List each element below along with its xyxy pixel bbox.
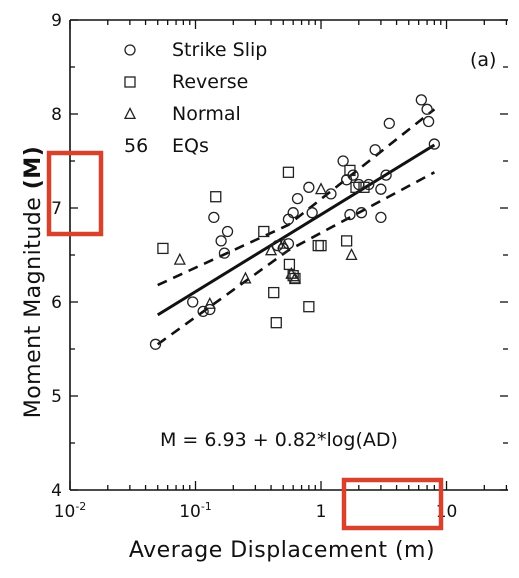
circle-point — [375, 211, 387, 224]
y-tick-label: 9 — [51, 11, 62, 31]
square-point — [258, 225, 270, 238]
y-tick-label: 7 — [51, 199, 62, 219]
circle-point — [375, 183, 387, 195]
y-tick-label: 8 — [51, 105, 62, 125]
legend-triangle-marker — [123, 107, 137, 120]
regression-line-group — [156, 143, 436, 317]
square-point — [282, 166, 295, 178]
square-point — [358, 181, 370, 193]
y-tick-label: 6 — [51, 293, 62, 313]
circle-point — [221, 225, 234, 238]
legend-count-number: 56 — [124, 135, 148, 157]
data-points — [149, 94, 441, 350]
triangle-point — [285, 266, 298, 279]
circle-point — [428, 138, 441, 150]
circle-point — [204, 303, 216, 316]
circle-point — [208, 211, 220, 224]
x-tick-label: 1 — [316, 502, 327, 522]
circle-point — [282, 213, 295, 225]
circle-point — [355, 207, 368, 219]
square-point — [350, 181, 362, 193]
circle-point — [187, 296, 199, 308]
circle-point — [344, 208, 356, 221]
triangle-point — [265, 243, 278, 256]
square-point — [157, 242, 169, 255]
circle-point — [303, 181, 315, 193]
panel-label: (a) — [470, 49, 496, 71]
highlight-annotations — [46, 150, 444, 531]
circle-point — [369, 144, 381, 156]
square-point — [268, 286, 280, 299]
circle-point — [383, 117, 395, 130]
y-axis-title-main: Moment Magnitude — [21, 189, 46, 418]
y-highlight-box — [46, 150, 104, 237]
circle-point — [415, 94, 427, 106]
legend-label: Reverse — [172, 71, 248, 93]
square-point — [315, 239, 327, 252]
triangle-point — [345, 248, 358, 261]
square-point — [270, 317, 282, 329]
circle-point — [421, 103, 433, 115]
triangle-point — [239, 271, 252, 284]
circle-point — [215, 235, 227, 247]
circle-point — [380, 169, 392, 181]
circle-point — [287, 207, 299, 219]
legend: Strike Slip Reverse Normal 56 EQs — [123, 39, 267, 157]
regression-line — [156, 143, 436, 317]
circle-point — [149, 338, 162, 350]
circle-point — [197, 305, 209, 318]
square-point — [312, 239, 324, 252]
y-tick-label: 4 — [51, 481, 62, 501]
legend-count-label: EQs — [172, 135, 209, 157]
triangle-point — [203, 296, 216, 309]
y-axis-title: Moment Magnitude (M) — [21, 146, 46, 419]
x-highlight-box — [341, 477, 444, 531]
circle-point — [306, 207, 318, 219]
y-axis-title-symbol: (M) — [21, 146, 46, 190]
square-point — [344, 164, 356, 177]
regression-equation: M = 6.93 + 0.82*log(AD) — [160, 429, 398, 451]
triangle-point — [277, 236, 290, 249]
circle-point — [337, 155, 349, 167]
square-point — [210, 191, 222, 203]
legend-circle-marker — [124, 44, 136, 56]
x-axis-title: Average Displacement (m) — [129, 538, 435, 563]
square-point — [303, 301, 315, 313]
square-point — [340, 235, 353, 247]
triangle-point — [173, 252, 186, 265]
legend-label: Normal — [172, 103, 241, 125]
circle-point — [422, 115, 435, 128]
square-point — [283, 258, 296, 271]
triangle-point — [288, 271, 302, 284]
circle-point — [218, 247, 231, 259]
x-tick-label: 10-1 — [179, 500, 212, 522]
confidence-lower-line — [156, 171, 436, 346]
legend-square-marker — [124, 76, 136, 88]
y-tick-label: 5 — [51, 387, 62, 407]
triangle-point — [314, 182, 328, 195]
circle-point — [271, 239, 284, 252]
legend-label: Strike Slip — [172, 39, 267, 61]
x-tick-label: 10-2 — [54, 500, 87, 522]
circle-point — [291, 192, 304, 205]
